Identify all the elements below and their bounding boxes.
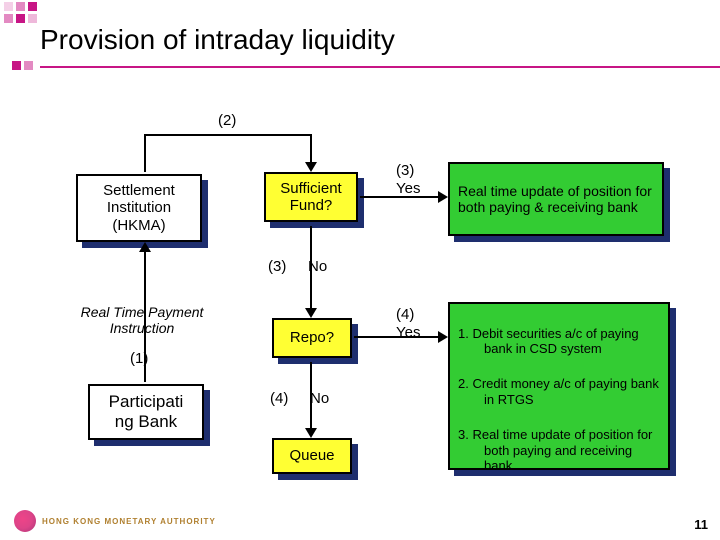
arrow-4no-line	[310, 362, 312, 430]
node-sufficient-fund: Sufficient Fund?	[264, 172, 358, 222]
arrow-4no-head	[305, 428, 317, 438]
arrow-2-head	[305, 162, 317, 172]
arrow-3no-line	[310, 226, 312, 310]
arrow-3yes-line	[360, 196, 440, 198]
arrow-3no-head	[305, 308, 317, 318]
page-number: 11	[694, 517, 708, 532]
arrow-2-v2	[310, 134, 312, 164]
label-4-top: (4)	[396, 306, 414, 323]
node-queue: Queue	[272, 438, 352, 474]
label-3-top: (3)	[396, 162, 414, 179]
arrow-4yes-line	[354, 336, 440, 338]
arrow-1-line	[144, 248, 146, 382]
label-3-mid: (3)	[268, 258, 286, 275]
arrow-3yes-head	[438, 191, 448, 203]
node-repo: Repo?	[272, 318, 352, 358]
label-4-mid: (4)	[270, 390, 288, 407]
slide-title: Provision of intraday liquidity	[40, 24, 680, 56]
label-4-yes: Yes	[396, 324, 420, 341]
green-step-3: 3. Real time update of position for both…	[458, 427, 660, 474]
green-step-2: 2. Credit money a/c of paying bank in RT…	[458, 376, 660, 407]
title-underline	[0, 64, 720, 70]
arrow-2-h	[144, 134, 312, 136]
green-step-1: 1. Debit securities a/c of paying bank i…	[458, 326, 660, 357]
node-participating-bank: Participati ng Bank	[88, 384, 204, 440]
footer-org: HONG KONG MONETARY AUTHORITY	[42, 517, 216, 526]
node-green-steps: 1. Debit securities a/c of paying bank i…	[448, 302, 670, 470]
node-settlement: Settlement Institution (HKMA)	[76, 174, 202, 242]
label-4-no: No	[310, 390, 329, 407]
arrow-2-v1	[144, 134, 146, 172]
node-rtpi: Real Time Payment Instruction	[54, 302, 230, 338]
node-green-realtime: Real time update of position for both pa…	[448, 162, 664, 236]
label-2: (2)	[218, 112, 236, 129]
hkma-icon	[14, 510, 36, 532]
arrow-1-head	[139, 242, 151, 252]
label-3-yes: Yes	[396, 180, 420, 197]
footer-logo: HONG KONG MONETARY AUTHORITY	[14, 510, 216, 532]
arrow-4yes-head	[438, 331, 448, 343]
